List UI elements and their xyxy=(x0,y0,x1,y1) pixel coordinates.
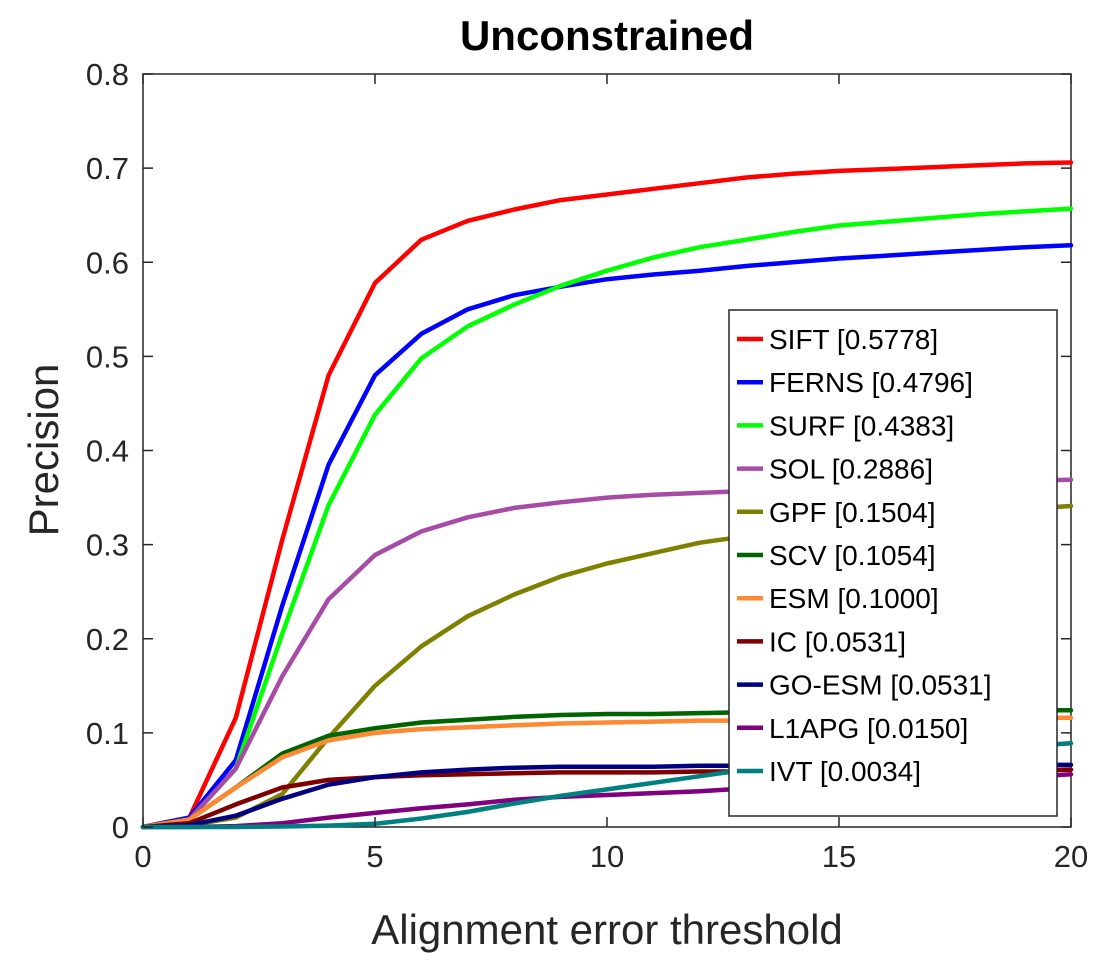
series-line-0 xyxy=(140,160,1074,830)
legend: SIFT [0.5778] FERNS [0.4796] SURF [0.4383]… xyxy=(728,309,1058,817)
y-tick-label-8: 0.8 xyxy=(86,57,129,92)
y-tick-label-2: 0.2 xyxy=(86,622,129,657)
y-tick-label-3: 0.3 xyxy=(86,528,129,563)
y-tick-label-5: 0.5 xyxy=(86,339,129,374)
y-tick-label-6: 0.6 xyxy=(86,245,129,280)
series-line-2 xyxy=(140,206,1074,830)
x-tick-label-1: 5 xyxy=(366,839,383,874)
legend-label-5: SCV [0.1054] xyxy=(769,540,936,571)
legend-items: SIFT [0.5778] FERNS [0.4796] SURF [0.4383]… xyxy=(737,324,992,787)
legend-label-2: SURF [0.4383] xyxy=(769,410,954,441)
legend-label-0: SIFT [0.5778] xyxy=(769,324,938,355)
ticks-layer: 0 5 10 15 20 0 0.1 0.2 0.3 0.4 0.5 0.6 0.7 0.8 xyxy=(86,57,1088,874)
y-tick-label-0: 0 xyxy=(112,810,129,845)
chart-title: Unconstrained xyxy=(460,12,754,59)
x-tick-label-0: 0 xyxy=(134,839,151,874)
legend-label-8: GO-ESM [0.0531] xyxy=(769,670,992,701)
legend-label-1: FERNS [0.4796] xyxy=(769,367,973,398)
legend-label-3: SOL [0.2886] xyxy=(769,454,933,485)
x-axis-label: Alignment error threshold xyxy=(371,906,843,953)
legend-box xyxy=(728,309,1058,817)
x-tick-label-2: 10 xyxy=(590,839,624,874)
y-tick-label-1: 0.1 xyxy=(86,716,129,751)
legend-label-10: IVT [0.0034] xyxy=(769,756,921,787)
y-tick-label-4: 0.4 xyxy=(86,434,129,469)
legend-label-7: IC [0.0531] xyxy=(769,626,906,657)
series-line-1 xyxy=(140,243,1074,830)
x-tick-label-3: 15 xyxy=(822,839,856,874)
legend-label-9: L1APG [0.0150] xyxy=(769,713,968,744)
legend-label-4: GPF [0.1504] xyxy=(769,497,936,528)
y-axis-label: Precision xyxy=(20,364,67,537)
x-tick-label-4: 20 xyxy=(1054,839,1088,874)
y-tick-label-7: 0.7 xyxy=(86,151,129,186)
legend-label-6: ESM [0.1000] xyxy=(769,583,939,614)
